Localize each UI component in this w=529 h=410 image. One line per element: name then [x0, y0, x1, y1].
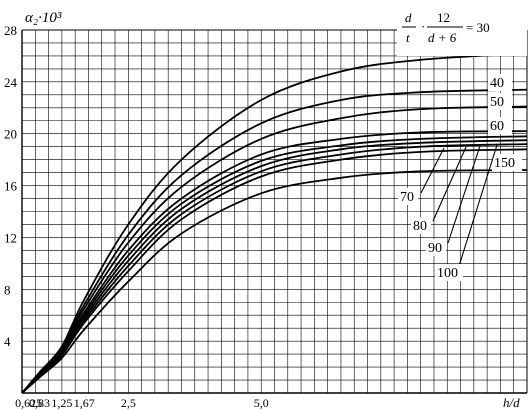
formula-d: d: [405, 10, 412, 25]
series-label: 60: [490, 119, 504, 134]
x-tick-label: 5,0: [254, 396, 269, 410]
series-group: [21, 52, 528, 394]
series-leader-line: [458, 144, 498, 267]
formula-den: d + 6: [428, 30, 457, 45]
y-tick-label: 4: [4, 334, 11, 349]
series-label-bg: [488, 74, 512, 91]
series-leader-line: [432, 146, 467, 222]
x-tick-label: 0,625: [15, 396, 42, 410]
formula-bg: [397, 4, 527, 56]
formula-num: 12: [437, 10, 450, 25]
y-tick-label: 12: [4, 230, 17, 245]
series-leader-line: [447, 145, 481, 244]
series-label: 80: [413, 219, 427, 234]
series-label-bg: [411, 217, 431, 234]
series-label-bg: [426, 239, 446, 256]
series-label: 40: [490, 76, 504, 91]
series-label: 90: [428, 241, 442, 256]
series-label-bg: [488, 93, 512, 110]
series-label-bg: [488, 117, 512, 134]
y-tick-label: 28: [4, 23, 17, 38]
formula-t: t: [406, 30, 410, 45]
y-tick-label: 16: [4, 179, 18, 194]
grid: [22, 30, 527, 393]
series-line-150: [21, 169, 528, 394]
y-tick-label: 24: [4, 75, 18, 90]
x-tick-label: 1,25: [51, 396, 72, 410]
series-label: 70: [400, 190, 414, 205]
x-tick-label: 1,67: [74, 396, 95, 410]
y-tick-label: 20: [4, 127, 17, 142]
series-label: 50: [490, 95, 504, 110]
y-label-bg: [23, 4, 81, 28]
series-leader-line: [420, 147, 445, 194]
series-label-bg: [492, 154, 522, 171]
y-tick-label: 8: [4, 282, 11, 297]
x-tick-label: 0,83: [29, 396, 50, 410]
series-line-100: [21, 148, 528, 394]
formula-label: d t · 12 d + 6 = 30: [397, 4, 527, 56]
series-label-bg: [435, 264, 463, 281]
x-tick-label: 2,5: [121, 396, 136, 410]
y-tick-labels: 4 8 12 16 20 24 28: [4, 23, 18, 349]
formula-dot: ·: [421, 19, 425, 34]
x-axis-label: h/d: [503, 395, 520, 410]
formula-eq: = 30: [466, 20, 490, 35]
series-label: 150: [494, 156, 515, 171]
series-label: 100: [437, 266, 458, 281]
series-label-bg: [398, 188, 418, 205]
y-axis-label: α₂·10³: [25, 10, 62, 26]
